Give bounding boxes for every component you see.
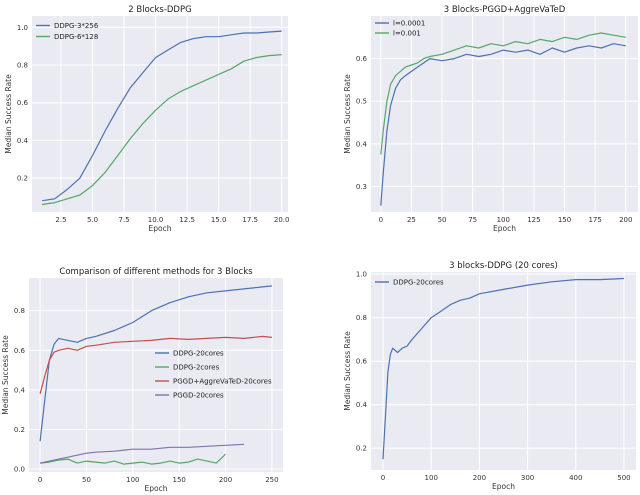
x-tick-label: 25 xyxy=(407,216,416,224)
y-axis-label: Median Success Rate xyxy=(343,331,352,411)
y-tick-label: 1.0 xyxy=(356,271,367,279)
y-tick-label: 0.8 xyxy=(356,314,367,322)
legend-label: DDPG-2cores xyxy=(173,364,220,372)
legend-label: DDPG-3*256 xyxy=(54,22,99,30)
x-tick-label: 150 xyxy=(172,476,185,484)
x-tick-label: 10.0 xyxy=(148,216,164,224)
x-tick-label: 100 xyxy=(126,476,139,484)
x-tick-label: 125 xyxy=(527,216,540,224)
y-tick-label: 0.4 xyxy=(17,137,29,145)
y-tick-label: 0.6 xyxy=(17,99,29,107)
legend-label: PGGD+AggreVaTeD-20cores xyxy=(173,378,272,386)
series-line xyxy=(40,453,226,465)
series-line xyxy=(380,43,626,206)
y-tick-label: 0.3 xyxy=(356,183,367,191)
x-tick-label: 0 xyxy=(38,476,42,484)
legend: l=0.0001 l=0.001 xyxy=(375,20,425,38)
x-tick-label: 75 xyxy=(468,216,477,224)
y-tick-label: 0.8 xyxy=(14,307,25,315)
legend-label: DDPG-6*128 xyxy=(54,33,98,41)
chart-panel-3: 0 50 100 150 200 250 0.0 0.2 0.4 0.6 0.8 Comparison… xyxy=(1,267,283,493)
legend-label: PGGD-20cores xyxy=(173,392,224,400)
chart-panel-4: 0 100 200 300 400 500 0.2 0.4 0.6 0.8 1.0 3 blocks-… xyxy=(343,261,636,491)
y-tick-label: 0.6 xyxy=(356,358,368,366)
y-axis-label: Median Success Rate xyxy=(4,74,13,154)
x-tick-label: 300 xyxy=(521,474,534,482)
legend: DDPG-20cores xyxy=(375,279,444,287)
y-tick-label: 0.5 xyxy=(356,98,367,106)
legend-label: DDPG-20cores xyxy=(393,279,444,287)
x-tick-label: 12.5 xyxy=(179,216,195,224)
series-line xyxy=(39,285,272,442)
chart-panel-2: 0 25 50 75 100 125 150 175 200 0.3 0.4 0.5 0.6 3 Bloc… xyxy=(343,5,638,233)
y-axis-label: Median Success Rate xyxy=(343,74,352,154)
x-tick-label: 0 xyxy=(379,216,383,224)
x-tick-label: 500 xyxy=(617,474,630,482)
series-line xyxy=(382,277,625,460)
x-tick-label: 17.5 xyxy=(242,216,258,224)
plot-area xyxy=(371,16,638,212)
series-line xyxy=(42,54,282,206)
x-tick-label: 0 xyxy=(381,474,385,482)
x-tick-label: 100 xyxy=(497,216,510,224)
legend-label: DDPG-20cores xyxy=(173,350,224,358)
x-tick-label: 150 xyxy=(558,216,571,224)
x-tick-label: 2.5 xyxy=(55,216,66,224)
x-tick-label: 50 xyxy=(438,216,447,224)
y-tick-label: 1.0 xyxy=(17,24,28,32)
legend-label: l=0.0001 xyxy=(393,20,425,28)
legend: DDPG-3*256 DDPG-6*128 xyxy=(36,22,99,41)
chart-title: 2 Blocks-DDPG xyxy=(128,5,191,15)
x-tick-label: 50 xyxy=(82,476,91,484)
y-tick-label: 0.6 xyxy=(14,347,26,355)
plot-area xyxy=(32,16,288,212)
x-tick-label: 20.0 xyxy=(274,216,290,224)
x-tick-label: 7.5 xyxy=(118,216,129,224)
x-tick-label: 200 xyxy=(219,476,232,484)
y-tick-label: 0.2 xyxy=(14,426,25,434)
chart-title: Comparison of different methods for 3 Bl… xyxy=(59,267,253,277)
x-axis-label: Epoch xyxy=(493,224,516,233)
x-axis-label: Epoch xyxy=(149,224,172,233)
x-tick-label: 400 xyxy=(569,474,582,482)
y-tick-label: 0.0 xyxy=(14,466,25,474)
series-line xyxy=(42,30,282,202)
chart-title: 3 blocks-DDPG (20 cores) xyxy=(449,261,558,271)
x-tick-label: 100 xyxy=(425,474,438,482)
x-axis-label: Epoch xyxy=(492,482,515,491)
x-tick-label: 200 xyxy=(619,216,632,224)
y-tick-label: 0.4 xyxy=(356,401,368,409)
x-tick-label: 15.0 xyxy=(211,216,227,224)
chart-panel-1: 2.5 5.0 7.5 10.0 12.5 15.0 17.5 20.0 0.2 0.4 0.6 0.… xyxy=(4,5,289,233)
legend-label: l=0.001 xyxy=(393,30,421,38)
legend: DDPG-20cores DDPG-2cores PGGD+AggreVaTeD-2… xyxy=(155,350,272,400)
y-axis-label: Median Success Rate xyxy=(1,335,10,415)
y-tick-label: 0.6 xyxy=(356,55,368,63)
plot-area xyxy=(29,278,283,472)
x-tick-label: 5.0 xyxy=(87,216,98,224)
series-line xyxy=(39,335,272,394)
series-line xyxy=(39,443,245,464)
chart-title: 3 Blocks-PGGD+AggreVaTeD xyxy=(444,5,566,15)
series-line xyxy=(380,32,626,155)
x-tick-label: 200 xyxy=(473,474,486,482)
y-tick-label: 0.4 xyxy=(14,386,26,394)
x-tick-label: 175 xyxy=(588,216,601,224)
y-tick-label: 0.2 xyxy=(356,445,367,453)
x-axis-label: Epoch xyxy=(145,484,168,493)
plot-area xyxy=(371,272,636,470)
y-tick-label: 0.2 xyxy=(17,175,28,183)
y-tick-label: 0.8 xyxy=(17,62,28,70)
x-tick-label: 250 xyxy=(265,476,278,484)
y-tick-label: 0.4 xyxy=(356,140,368,148)
